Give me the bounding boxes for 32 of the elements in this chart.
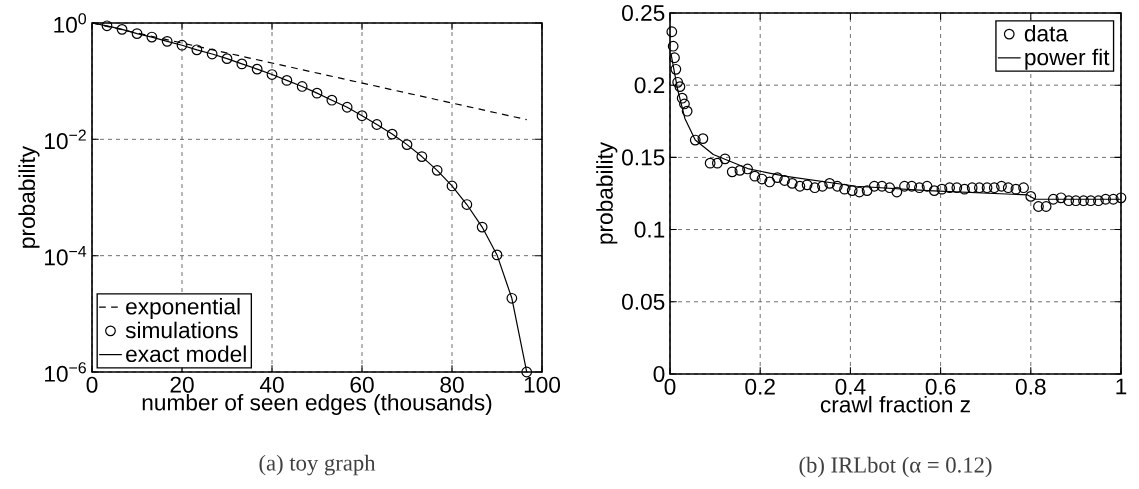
x-tick-label: 0.8: [1015, 378, 1046, 395]
y-tick-label: 0.25: [622, 4, 665, 22]
y-tick-label: 0.1: [634, 221, 665, 238]
y-tick-label: 10$^{0}$: [54, 13, 87, 33]
x-tick-label: 0: [664, 378, 676, 395]
y-tick-label: 0.05: [622, 293, 665, 310]
text: (b) IRLbot (α = 0.12): [799, 456, 992, 478]
x-axis-title: number of seen edges (thousands): [142, 393, 492, 416]
x-tick-label: 0: [86, 376, 98, 393]
legend-label: simulations: [125, 321, 238, 339]
x-tick-label: 40: [259, 376, 284, 393]
y-axis-title: probability: [18, 145, 40, 248]
x-tick-label: 20: [170, 376, 194, 393]
x-tick-label: 60: [350, 376, 374, 393]
x-tick-label: 1: [1116, 378, 1127, 395]
y-axis-title: probability: [596, 141, 618, 244]
legend-label: power fit: [1025, 48, 1110, 70]
y-tick-label: 10$^{−2}$: [45, 129, 86, 150]
x-tick-label: 100: [524, 376, 561, 393]
y-tick-label: 10$^{−4}$: [45, 245, 87, 266]
x-tick-label: 0.6: [925, 378, 956, 395]
legend-label: exact model: [126, 345, 246, 363]
x-tick-label: 0.4: [835, 378, 866, 395]
text: (a) toy graph: [259, 454, 376, 476]
legend-label: exponential: [126, 297, 240, 320]
y-tick-label: 10$^{−6}$: [45, 362, 86, 382]
x-tick-label: 80: [440, 376, 464, 393]
legend-label: data: [1024, 24, 1069, 42]
y-tick-label: 0.15: [622, 149, 665, 166]
y-tick-label: 0.2: [634, 77, 665, 94]
x-tick-label: 0.2: [745, 378, 775, 395]
x-axis-title: crawl fraction z: [820, 395, 970, 413]
